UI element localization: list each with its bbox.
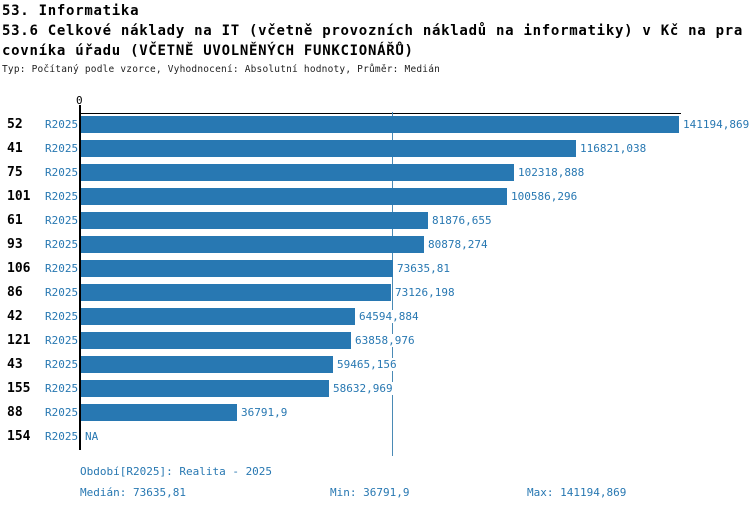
- period-label: R2025: [45, 286, 79, 300]
- org-id-label: 155: [7, 380, 31, 396]
- section-title: 53. Informatika: [2, 3, 140, 19]
- chart-row: 154 R2025 NA: [0, 424, 750, 448]
- value-bar: [81, 212, 428, 230]
- period-label: R2025: [45, 405, 79, 419]
- period-label: R2025: [45, 142, 79, 156]
- chart-row: 86 R2025 73126,198: [0, 281, 750, 305]
- footer-median-label: Medián: 73635,81: [80, 486, 186, 499]
- value-bar: [81, 355, 333, 373]
- value-label: 81876,655: [432, 214, 492, 228]
- period-label: R2025: [45, 309, 79, 323]
- chart-row: 155 R2025 58632,969: [0, 376, 750, 400]
- chart-row: 52 R2025 141194,869: [0, 113, 750, 137]
- value-bar: [81, 236, 424, 254]
- value-label: 73126,198: [395, 286, 455, 300]
- org-id-label: 154: [7, 428, 31, 444]
- indicator-title-line2: covníka úřadu (VČETNĚ UVOLNĚNÝCH FUNKCIO…: [2, 43, 414, 59]
- indicator-meta: Typ: Počítaný podle vzorce, Vyhodnocení:…: [2, 64, 441, 75]
- chart-row: 88 R2025 36791,9: [0, 400, 750, 424]
- org-id-label: 61: [7, 213, 23, 229]
- median-line: [392, 112, 393, 456]
- org-id-label: 86: [7, 285, 23, 301]
- period-label: R2025: [45, 238, 79, 252]
- indicator-title-line1: 53.6 Celkové náklady na IT (včetně provo…: [2, 23, 744, 39]
- period-label: R2025: [45, 118, 79, 132]
- chart-row: 106 R2025 73635,81: [0, 257, 750, 281]
- value-label: 100586,296: [511, 190, 578, 204]
- chart-row: 93 R2025 80878,274: [0, 233, 750, 257]
- org-id-label: 75: [7, 165, 23, 181]
- chart-rows: 52 R2025 141194,869 41 R2025 116821,038 …: [0, 113, 750, 448]
- value-bar: [81, 140, 576, 158]
- value-bar: [81, 403, 237, 421]
- chart-row: 43 R2025 59465,156: [0, 352, 750, 376]
- footer-min-label: Min: 36791,9: [330, 486, 410, 499]
- chart-row: 41 R2025 116821,038: [0, 137, 750, 161]
- bar-chart: 0 52 R2025 141194,869 41 R2025 116821,03…: [0, 90, 750, 460]
- period-label: R2025: [45, 381, 79, 395]
- value-label: 64594,884: [359, 309, 419, 323]
- value-label: 58632,969: [333, 381, 393, 395]
- value-bar: [81, 260, 393, 278]
- org-id-label: 121: [7, 332, 31, 348]
- org-id-label: 43: [7, 356, 23, 372]
- period-label: R2025: [45, 214, 79, 228]
- period-label: R2025: [45, 190, 79, 204]
- value-bar: [81, 116, 679, 134]
- value-bar: [81, 379, 329, 397]
- value-label: 63858,976: [355, 333, 415, 347]
- org-id-label: 88: [7, 404, 23, 420]
- chart-row: 101 R2025 100586,296: [0, 185, 750, 209]
- value-bar: [81, 307, 355, 325]
- period-label: R2025: [45, 333, 79, 347]
- value-label: 80878,274: [428, 238, 488, 252]
- value-label: 102318,888: [518, 166, 585, 180]
- org-id-label: 42: [7, 308, 23, 324]
- value-label: 73635,81: [397, 262, 450, 276]
- period-label: R2025: [45, 262, 79, 276]
- x-axis-top-rule: [80, 113, 681, 114]
- footer-period-label: Období[R2025]: Realita - 2025: [80, 465, 273, 478]
- org-id-label: 41: [7, 141, 23, 157]
- value-label: 36791,9: [241, 405, 288, 419]
- value-label: NA: [85, 429, 99, 443]
- chart-row: 121 R2025 63858,976: [0, 328, 750, 352]
- value-bar: [81, 164, 514, 182]
- period-label: R2025: [45, 166, 79, 180]
- period-label: R2025: [45, 429, 79, 443]
- chart-row: 75 R2025 102318,888: [0, 161, 750, 185]
- value-bar: [81, 188, 507, 206]
- org-id-label: 93: [7, 237, 23, 253]
- y-axis-line: [79, 105, 81, 450]
- period-label: R2025: [45, 357, 79, 371]
- value-label: 59465,156: [337, 357, 397, 371]
- chart-row: 42 R2025 64594,884: [0, 305, 750, 329]
- value-bar: [81, 284, 391, 302]
- org-id-label: 101: [7, 189, 31, 205]
- chart-row: 61 R2025 81876,655: [0, 209, 750, 233]
- footer-max-label: Max: 141194,869: [527, 486, 627, 499]
- value-bar: [81, 331, 351, 349]
- org-id-label: 106: [7, 261, 31, 277]
- value-label: 116821,038: [580, 142, 647, 156]
- value-label: 141194,869: [683, 118, 750, 132]
- org-id-label: 52: [7, 117, 23, 133]
- x-axis-zero-label: 0: [76, 94, 83, 107]
